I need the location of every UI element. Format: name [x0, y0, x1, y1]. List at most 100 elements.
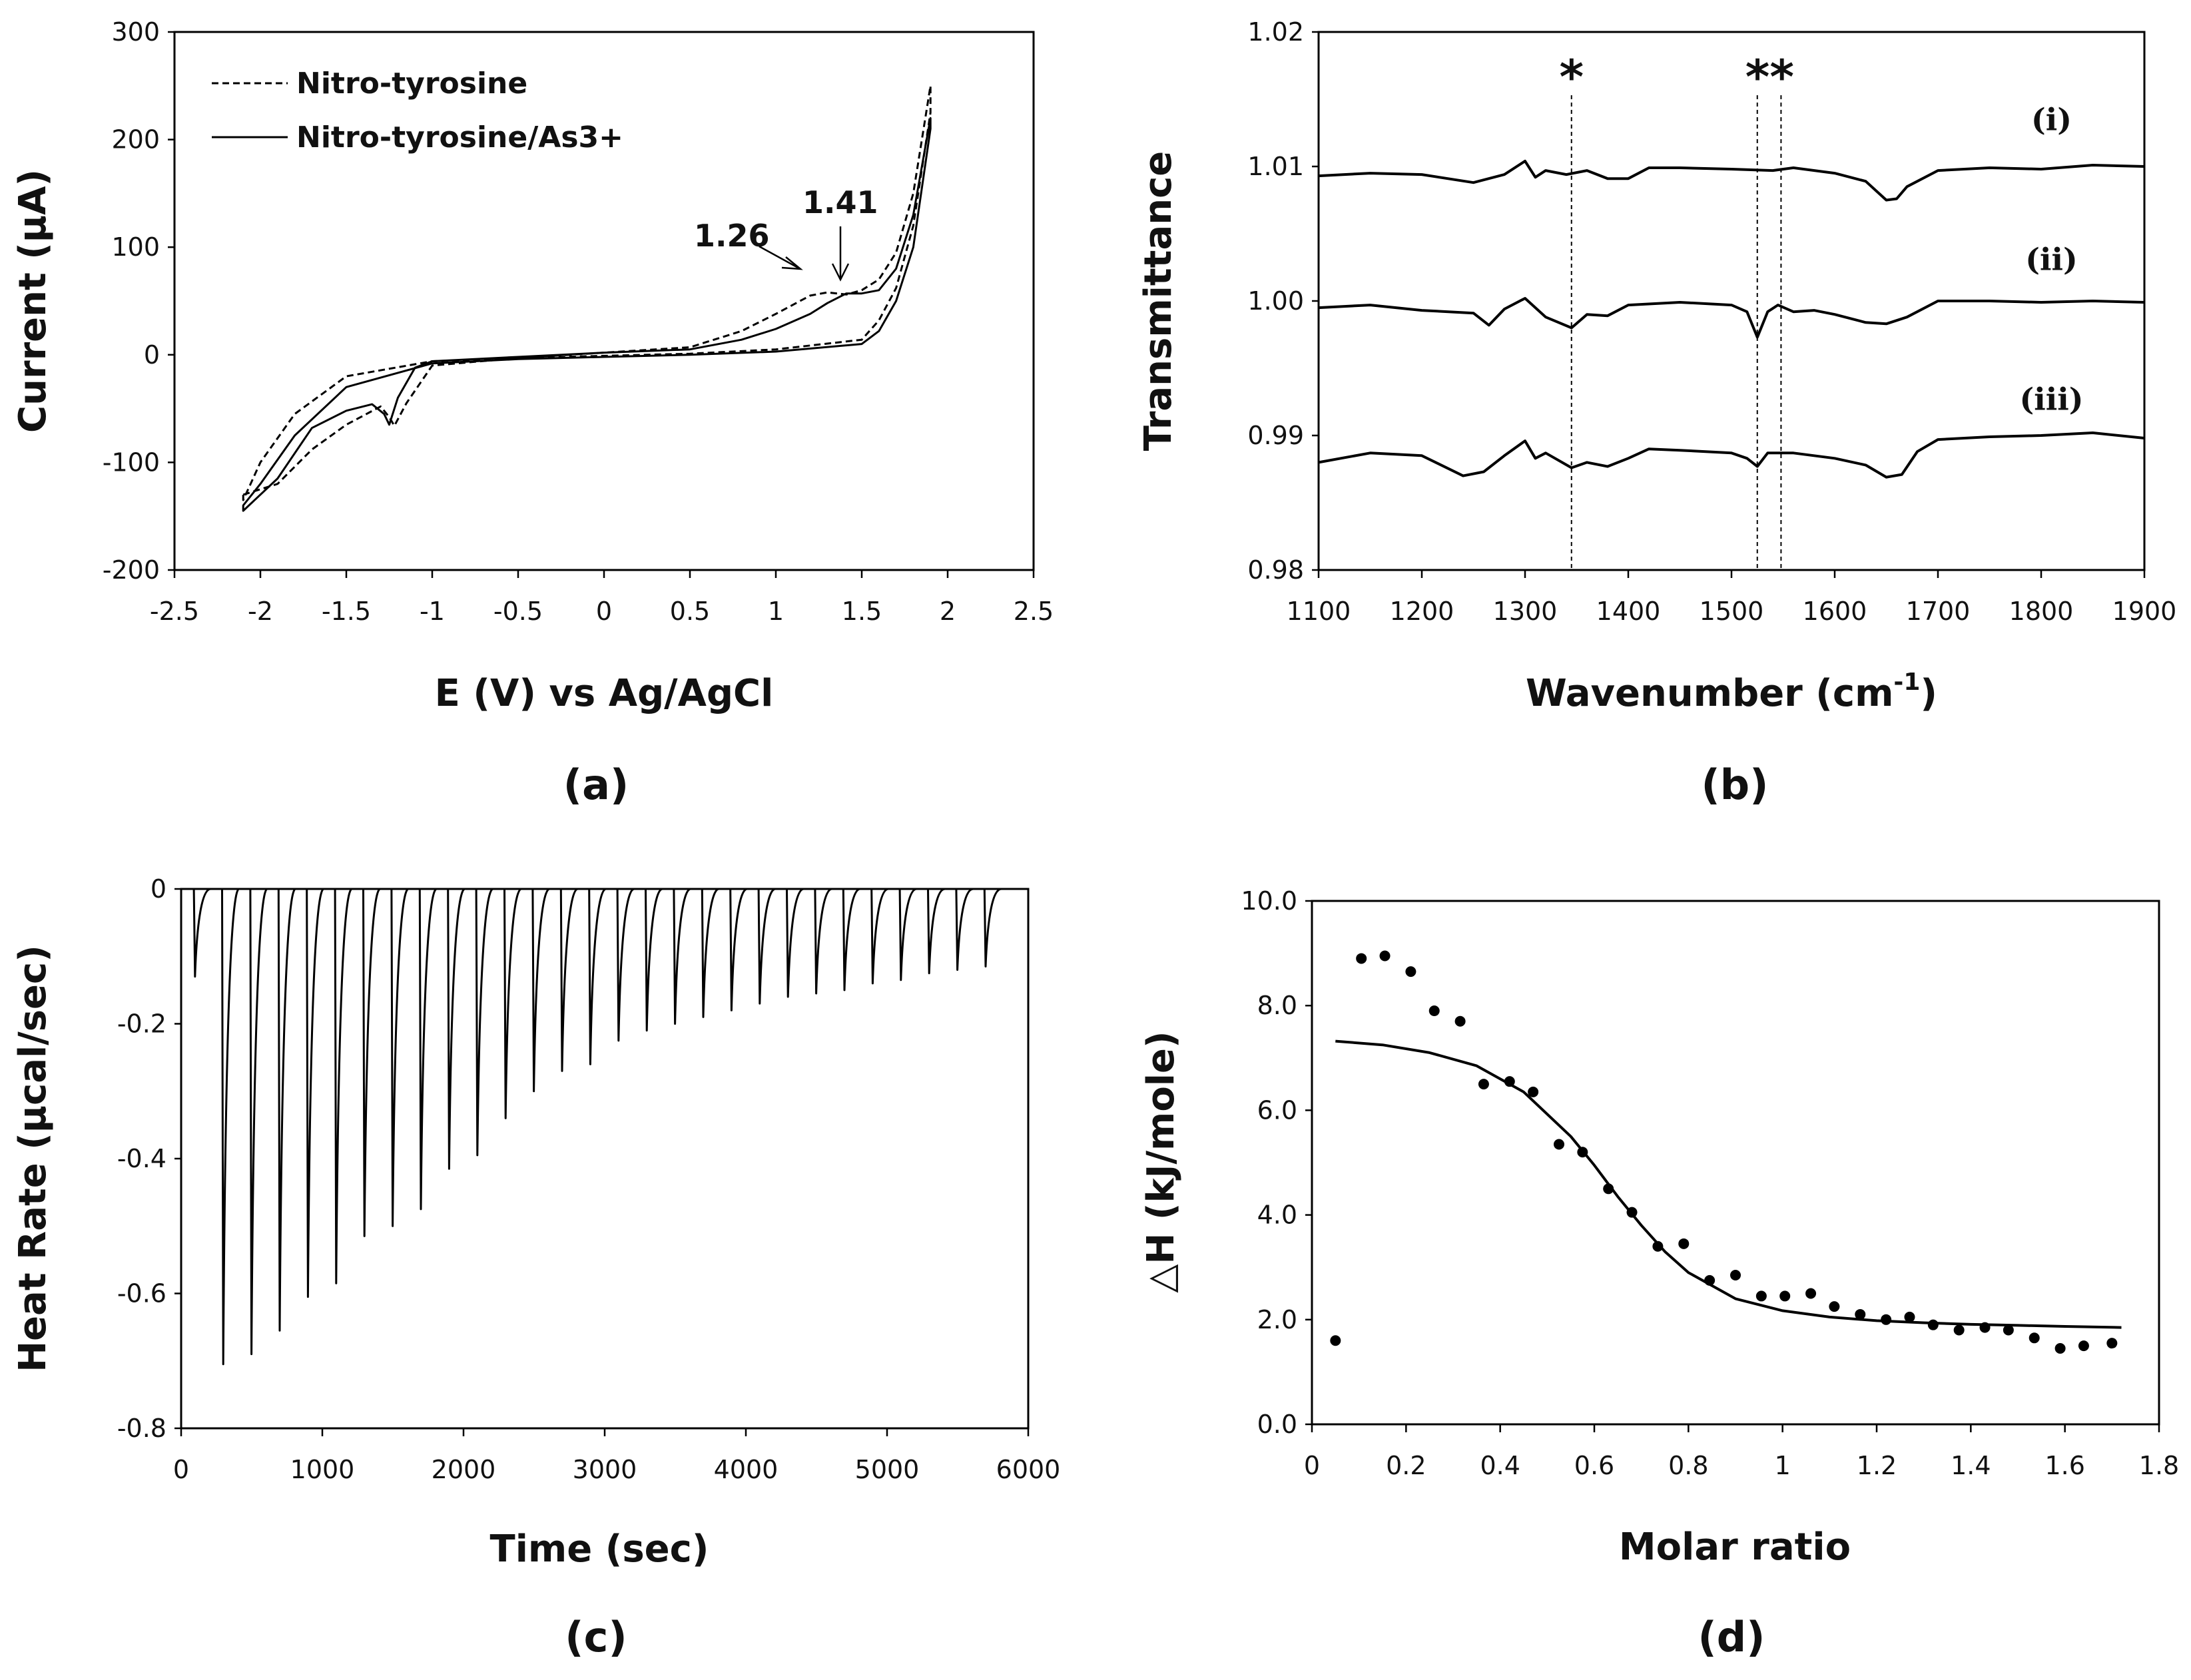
- panel-d-binding-isotherm: 0.0 2.0 4.0 6.0 8.0 10.0 0 0.2 0.4 0.6 0.8 1 1.2 1.4…: [1139, 886, 2179, 1661]
- data-point: [1379, 950, 1391, 962]
- x-tick-label: 1600: [1803, 597, 1867, 626]
- data-point: [2054, 1343, 2066, 1354]
- x-tick-label: 0.5: [670, 597, 710, 626]
- x-tick-label: 1300: [1493, 597, 1558, 626]
- peak-arrow-1-26: [759, 245, 800, 270]
- panel-a-x-tick-labels: -2.5 -2 -1.5 -1 -0.5 0 0.5 1 1.5 2 2.5: [150, 570, 1054, 626]
- y-tick-label: -0.2: [117, 1009, 166, 1039]
- x-tick-label: -0.5: [493, 597, 543, 626]
- data-point: [1805, 1288, 1817, 1299]
- data-point: [1953, 1324, 1965, 1336]
- panel-d-x-tick-labels: 0 0.2 0.4 0.6 0.8 1 1.2 1.4 1.6 1.8: [1304, 1424, 2179, 1480]
- double-star-marker: **: [1745, 50, 1794, 105]
- data-point: [1652, 1241, 1664, 1252]
- x-tick-label: 1: [1775, 1451, 1791, 1480]
- y-tick-label: 300: [111, 17, 160, 47]
- x-tick-label: 0: [596, 597, 612, 626]
- y-tick-label: 0.0: [1257, 1410, 1297, 1439]
- fit-curve-line: [1335, 1039, 2122, 1329]
- data-point: [1678, 1238, 1690, 1249]
- x-tick-label: 0.8: [1668, 1451, 1708, 1480]
- y-tick-label: -0.8: [117, 1414, 166, 1443]
- panel-b-x-axis-title-end: ): [1920, 672, 1937, 715]
- panel-b-x-axis-title-main: Wavenumber (cm: [1526, 672, 1893, 715]
- y-tick-label: 1.00: [1247, 286, 1304, 316]
- data-point: [1730, 1269, 1741, 1280]
- x-tick-label: 0: [173, 1455, 189, 1484]
- spectrum-line-ii: [1318, 297, 2145, 339]
- panel-d-y-tick-labels: 0.0 2.0 4.0 6.0 8.0 10.0: [1241, 886, 1312, 1439]
- y-tick-label: -100: [103, 447, 160, 477]
- x-tick-label: 2: [940, 597, 956, 626]
- panel-a-cyclic-voltammogram: -200 -100 0 100 200 300 -2.5 -2 -1.5 -1 -0.5 0 0.5 1…: [11, 17, 1054, 809]
- panel-c-x-axis-title: Time (sec): [490, 1528, 709, 1571]
- data-point: [1528, 1086, 1539, 1097]
- panel-a-series-lines: [242, 85, 932, 512]
- single-star-marker: *: [1559, 50, 1584, 105]
- data-point: [1356, 953, 1367, 964]
- x-tick-label: 2.5: [1014, 597, 1054, 626]
- panel-a-y-axis-title: Current (μA): [11, 169, 55, 433]
- y-tick-label: 10.0: [1241, 886, 1297, 916]
- y-tick-label: 1.01: [1247, 152, 1304, 181]
- data-point: [1504, 1076, 1515, 1087]
- panel-a-y-tick-labels: -200 -100 0 100 200 300: [103, 17, 174, 585]
- x-tick-label: -2.5: [150, 597, 199, 626]
- x-tick-label: 1.2: [1857, 1451, 1897, 1480]
- spectrum-label-iii: (iii): [2020, 381, 2084, 417]
- x-tick-label: 0.2: [1386, 1451, 1426, 1480]
- panel-b-x-tick-labels: 1100 1200 1300 1400 1500 1600 1700 1800 1900: [1287, 570, 2177, 626]
- cv-curve-nitro-tyrosine: [242, 85, 932, 501]
- y-tick-label: 100: [111, 232, 160, 262]
- x-tick-label: 1700: [1906, 597, 1971, 626]
- x-tick-label: 5000: [855, 1455, 920, 1484]
- panel-b-spectra-lines: [1318, 159, 2145, 479]
- heat-rate-trace-line: [181, 888, 1028, 1366]
- y-tick-label: -200: [103, 555, 160, 585]
- y-tick-label: 0: [144, 340, 160, 370]
- peak-arrowhead-1-41: [831, 263, 850, 282]
- peak-label-1-26: 1.26: [694, 218, 770, 254]
- x-tick-label: 1900: [2112, 597, 2177, 626]
- x-tick-label: -1.5: [322, 597, 371, 626]
- panel-d-label: (d): [1698, 1613, 1765, 1661]
- data-point: [1428, 1005, 1440, 1017]
- y-tick-label: 0.98: [1247, 555, 1304, 585]
- data-point: [1779, 1290, 1791, 1302]
- panel-b-peak-markers: * **: [1559, 50, 1794, 105]
- legend-label-nitro-tyrosine-as3: Nitro-tyrosine/As3+: [296, 121, 623, 154]
- x-tick-label: 2000: [432, 1455, 496, 1484]
- panel-d-plot-frame: [1311, 900, 2160, 1426]
- y-tick-label: 6.0: [1257, 1095, 1297, 1125]
- panel-b-reference-lines: [1570, 95, 1782, 570]
- y-tick-label: 1.02: [1247, 17, 1304, 47]
- panel-d-y-axis-title: △H (kJ/mole): [1139, 1031, 1183, 1292]
- panel-c-label: (c): [565, 1613, 627, 1661]
- panel-b-series-labels: (i) (ii) (iii): [2020, 101, 2084, 417]
- panel-b-y-tick-labels: 0.98 0.99 1.00 1.01 1.02: [1247, 17, 1319, 585]
- x-tick-label: 0.6: [1574, 1451, 1614, 1480]
- x-tick-label: 1.6: [2044, 1451, 2084, 1480]
- data-point: [2078, 1340, 2089, 1352]
- y-tick-label: 2.0: [1257, 1305, 1297, 1334]
- x-tick-label: 1.5: [842, 597, 882, 626]
- panel-c-y-tick-labels: -0.8 -0.6 -0.4 -0.2 0: [117, 874, 181, 1443]
- x-tick-label: 1.4: [1951, 1451, 1991, 1480]
- panel-d-x-axis-title: Molar ratio: [1619, 1526, 1851, 1569]
- panel-a-peak-annotations: 1.26 1.41: [694, 184, 878, 282]
- data-point: [2003, 1324, 2014, 1336]
- x-tick-label: 0.4: [1480, 1451, 1520, 1480]
- data-point: [1904, 1311, 1915, 1322]
- data-point: [1577, 1147, 1588, 1158]
- y-tick-label: -0.4: [117, 1144, 166, 1173]
- data-point: [1454, 1015, 1466, 1027]
- data-point: [1829, 1301, 1840, 1312]
- y-tick-label: 4.0: [1257, 1201, 1297, 1230]
- panel-d-fit-curve: [1335, 1039, 2122, 1329]
- x-tick-label: 0: [1304, 1451, 1320, 1480]
- y-tick-label: 0.99: [1247, 421, 1304, 450]
- peak-label-1-41: 1.41: [802, 184, 878, 220]
- panel-c-x-tick-labels: 0 1000 2000 3000 4000 5000 6000: [173, 1428, 1060, 1484]
- data-point: [1405, 966, 1416, 978]
- panel-b-x-axis-title: Wavenumber (cm-1): [1526, 669, 1937, 715]
